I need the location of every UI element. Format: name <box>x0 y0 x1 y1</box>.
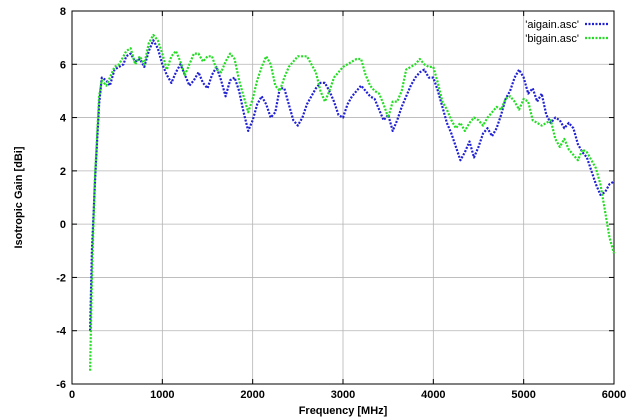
legend-label-1: 'aigain.asc' <box>525 19 579 31</box>
legend: 'aigain.asc' 'bigain.asc' <box>525 19 608 45</box>
x-tick-label: 6000 <box>602 389 626 401</box>
y-tick-label: 6 <box>60 59 66 71</box>
y-tick-label: 2 <box>60 166 66 178</box>
x-tick-label: 3000 <box>331 389 355 401</box>
y-tick-label: 0 <box>60 219 66 231</box>
x-tick-label: 4000 <box>421 389 445 401</box>
x-tick-label: 5000 <box>511 389 535 401</box>
y-tick-label: -4 <box>56 326 67 338</box>
series-line-2 <box>89 33 616 371</box>
y-tick-label: 4 <box>60 113 67 125</box>
y-tick-label: -6 <box>56 379 66 391</box>
x-tick-label: 1000 <box>150 389 174 401</box>
y-tick-label: -2 <box>56 272 66 284</box>
x-tick-label: 2000 <box>240 389 264 401</box>
y-axis-title: Isotropic Gain [dBi] <box>13 146 25 248</box>
axis-ticks: 0 1000 2000 3000 4000 5000 6000 -6 -4 -2 0 2 4 6 8 <box>56 6 626 401</box>
x-axis-title: Frequency [MHz] <box>299 405 388 417</box>
series-line-1 <box>89 39 615 331</box>
y-tick-label: 8 <box>60 6 66 18</box>
series-group <box>89 33 616 371</box>
x-tick-label: 0 <box>69 389 75 401</box>
legend-label-2: 'bigain.asc' <box>525 33 579 45</box>
